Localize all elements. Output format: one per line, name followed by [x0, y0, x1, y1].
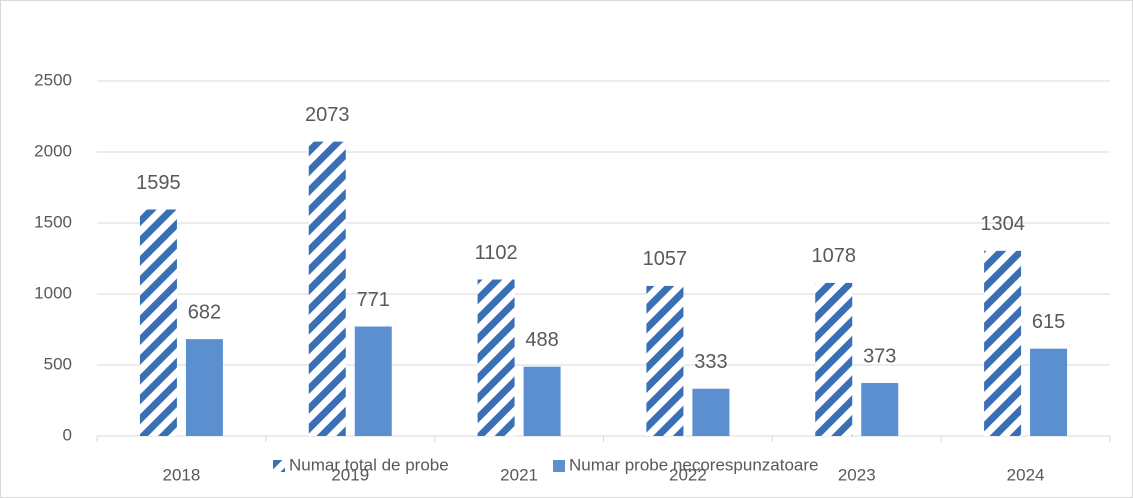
- y-tick-label: 1500: [34, 212, 72, 231]
- y-tick-label: 500: [44, 354, 72, 373]
- bar: [984, 250, 1022, 436]
- bar: [1030, 348, 1068, 436]
- y-tick-label: 2000: [34, 141, 72, 160]
- bar: [139, 209, 177, 436]
- data-label: 1304: [980, 213, 1025, 235]
- bar: [815, 282, 853, 436]
- x-tick-label: 2023: [838, 465, 876, 484]
- x-tick-label: 2024: [1007, 465, 1045, 484]
- data-label: 771: [357, 289, 390, 311]
- data-label: 1102: [475, 242, 518, 264]
- data-label: 1057: [643, 248, 688, 270]
- legend-label: Numar total de probe: [289, 455, 449, 474]
- x-tick-label: 2019: [331, 465, 369, 484]
- y-tick-label: 0: [63, 425, 72, 444]
- bar: [185, 339, 223, 436]
- legend-label: Numar probe necorespunzatoare: [569, 455, 818, 474]
- data-label: 1595: [136, 172, 181, 194]
- bar: [477, 279, 515, 436]
- x-tick-label: 2021: [500, 465, 538, 484]
- bar: [646, 285, 684, 436]
- bar: [861, 383, 899, 436]
- legend-swatch: [273, 460, 285, 472]
- bar: [308, 141, 346, 436]
- data-label: 1078: [812, 245, 857, 267]
- x-tick-label: 2018: [163, 465, 201, 484]
- bar: [523, 366, 561, 436]
- bar: [354, 326, 392, 436]
- legend-swatch: [553, 460, 565, 472]
- data-label: 373: [863, 345, 896, 367]
- data-label: 488: [525, 329, 558, 351]
- data-label: 682: [188, 301, 221, 323]
- data-label: 2073: [305, 104, 350, 126]
- y-tick-label: 1000: [34, 283, 72, 302]
- data-label: 615: [1032, 311, 1065, 333]
- x-tick-label: 2022: [669, 465, 707, 484]
- data-label: 333: [694, 351, 727, 373]
- y-tick-label: 2500: [34, 70, 72, 89]
- bar: [692, 388, 730, 436]
